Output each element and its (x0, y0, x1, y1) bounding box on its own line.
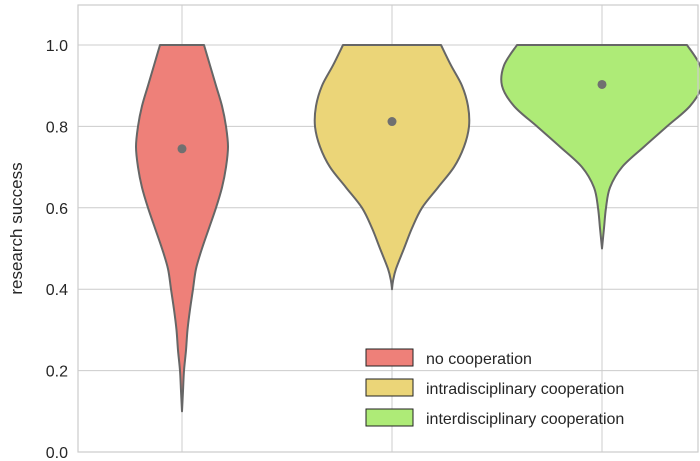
y-axis-label: research success (7, 162, 26, 294)
violin-3 (500, 44, 700, 250)
legend: no cooperation intradisciplinary cooperat… (365, 348, 624, 428)
y-tick-label: 0.6 (46, 201, 68, 218)
violin-1 (135, 44, 229, 413)
median-marker-3 (597, 79, 607, 89)
y-tick-label: 0.2 (46, 364, 68, 381)
legend-swatch-2 (365, 378, 414, 397)
y-tick-label: 0.4 (46, 282, 68, 299)
violin-2 (313, 44, 471, 291)
legend-label-2: intradisciplinary cooperation (426, 381, 624, 398)
y-tick-label: 0.8 (46, 119, 68, 136)
plot-frame (77, 4, 699, 453)
legend-label-1: no cooperation (426, 351, 532, 368)
y-tick-label: 0.0 (46, 445, 68, 461)
legend-swatch-1 (365, 348, 414, 367)
median-marker-2 (387, 117, 397, 127)
legend-swatch-3 (365, 408, 414, 427)
violins (135, 44, 700, 413)
median-marker-1 (177, 144, 187, 154)
legend-label-3: interdisciplinary cooperation (426, 411, 624, 428)
y-tick-label: 1.0 (46, 38, 68, 55)
y-tick-labels: 0.0 0.2 0.4 0.6 0.8 1.0 (46, 38, 68, 461)
